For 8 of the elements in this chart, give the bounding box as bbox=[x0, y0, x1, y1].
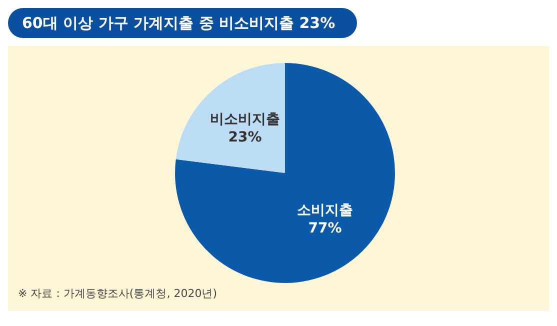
text: ※ 자료 : 가계동향조사(통계청, 2020년) bbox=[18, 286, 217, 301]
pie-slice bbox=[176, 63, 285, 173]
data-label: 77% bbox=[308, 220, 342, 236]
slice-label: 비소비지출 bbox=[210, 112, 280, 128]
pie-slice bbox=[175, 63, 395, 283]
slice-label: 소비지출 bbox=[297, 202, 354, 218]
data-label: 23% bbox=[228, 130, 262, 146]
chart-title: 60대 이상 가구 가계지출 중 비소비지출 23% bbox=[8, 8, 358, 38]
